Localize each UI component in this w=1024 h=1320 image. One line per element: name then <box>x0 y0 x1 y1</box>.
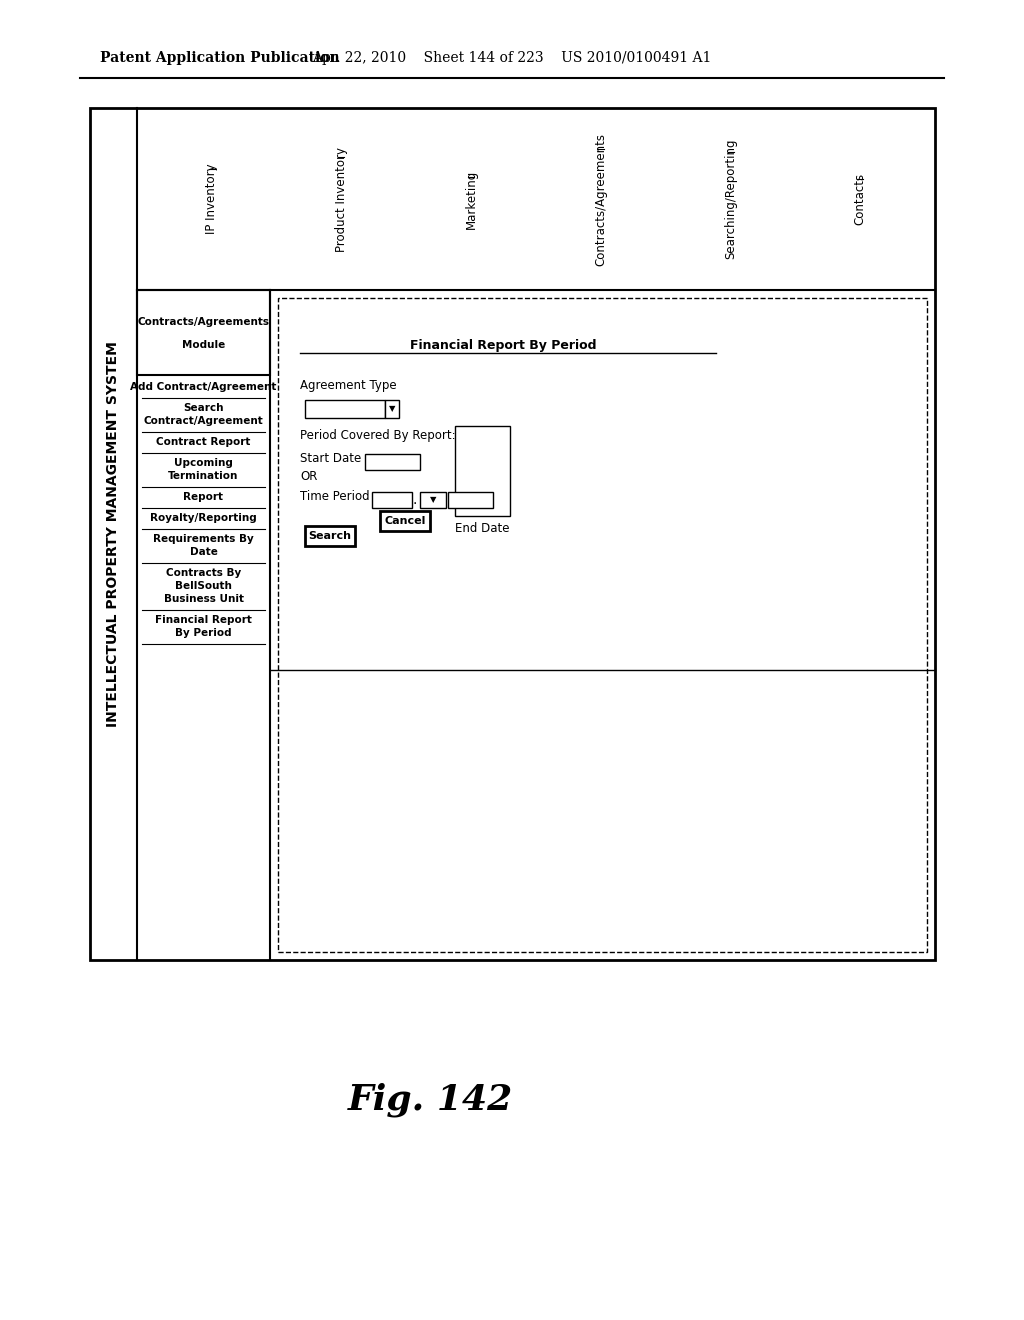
Text: Report: Report <box>183 492 223 502</box>
Bar <box>449 492 493 508</box>
Text: By Period: By Period <box>175 628 231 638</box>
Text: Searching/Reporting: Searching/Reporting <box>724 139 737 259</box>
Text: Contract Report: Contract Report <box>157 437 251 447</box>
Text: Patent Application Publication: Patent Application Publication <box>100 51 340 65</box>
Bar <box>420 492 446 508</box>
Text: OR: OR <box>300 470 317 483</box>
Text: ▼: ▼ <box>430 495 436 504</box>
Text: Financial Report: Financial Report <box>155 615 252 624</box>
Bar <box>137 290 270 375</box>
Text: Contracts By: Contracts By <box>166 568 241 578</box>
Bar <box>372 492 412 508</box>
Text: Date: Date <box>189 546 217 557</box>
Text: Agreement Type: Agreement Type <box>300 379 396 392</box>
Text: Contracts/Agreements: Contracts/Agreements <box>137 317 269 327</box>
Text: Product Inventory: Product Inventory <box>335 147 348 252</box>
Bar <box>90 108 935 960</box>
Text: Contacts: Contacts <box>854 173 866 226</box>
Text: Add Contract/Agreement: Add Contract/Agreement <box>130 381 276 392</box>
Bar <box>455 426 510 516</box>
Text: ▼: ▼ <box>389 404 395 413</box>
Text: Fig. 142: Fig. 142 <box>347 1082 513 1117</box>
Bar <box>385 400 399 418</box>
Text: Contracts/Agreements: Contracts/Agreements <box>594 132 607 265</box>
Text: Upcoming: Upcoming <box>174 458 232 469</box>
Text: Search: Search <box>183 403 224 413</box>
Text: Requirements By: Requirements By <box>154 535 254 544</box>
Text: Termination: Termination <box>168 471 239 480</box>
Bar <box>380 511 430 531</box>
Text: Contract/Agreement: Contract/Agreement <box>143 416 263 426</box>
Text: INTELLECTUAL PROPERTY MANAGEMENT SYSTEM: INTELLECTUAL PROPERTY MANAGEMENT SYSTEM <box>106 341 120 727</box>
Text: Royalty/Reporting: Royalty/Reporting <box>151 513 257 523</box>
Bar <box>305 400 385 418</box>
Bar <box>365 454 420 470</box>
Text: .: . <box>413 492 417 507</box>
Text: End Date: End Date <box>455 521 510 535</box>
Text: Start Date: Start Date <box>300 451 361 465</box>
Text: Financial Report By Period: Financial Report By Period <box>410 338 596 351</box>
Text: Period Covered By Report:: Period Covered By Report: <box>300 429 456 442</box>
Text: Cancel: Cancel <box>384 516 426 525</box>
Text: BellSouth: BellSouth <box>175 581 232 591</box>
Text: Marketing: Marketing <box>465 169 477 228</box>
Text: Apr. 22, 2010    Sheet 144 of 223    US 2010/0100491 A1: Apr. 22, 2010 Sheet 144 of 223 US 2010/0… <box>312 51 712 65</box>
Text: IP Inventory: IP Inventory <box>206 164 218 235</box>
Text: Module: Module <box>182 341 225 350</box>
Text: Time Period: Time Period <box>300 490 370 503</box>
Bar <box>278 298 927 952</box>
Bar <box>305 525 355 546</box>
Text: Business Unit: Business Unit <box>164 594 244 605</box>
Text: Search: Search <box>308 531 351 541</box>
